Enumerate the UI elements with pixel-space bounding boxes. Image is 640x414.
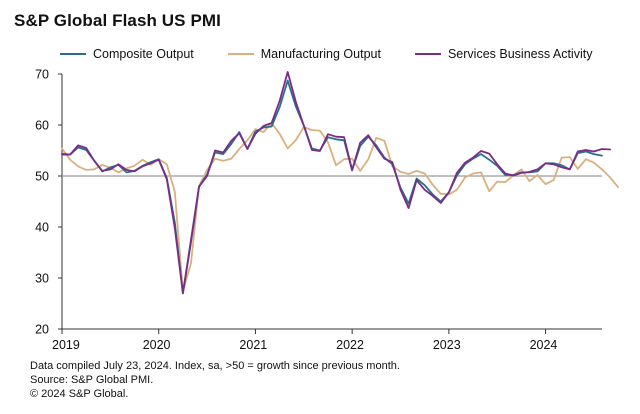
y-tick-label-40: 40 (35, 221, 49, 235)
y-tick-label-60: 60 (35, 119, 49, 133)
legend-item-composite: Composite Output (60, 47, 194, 61)
series-line-services-business-activity (61, 71, 611, 295)
legend-swatch-composite (60, 53, 86, 55)
series-line-composite-output (61, 79, 603, 295)
footnotes: Data compiled July 23, 2024. Index, sa, … (30, 359, 400, 401)
legend-label-composite: Composite Output (93, 47, 194, 61)
chart-title: S&P Global Flash US PMI (14, 11, 221, 30)
x-tick-label-2024: 2024 (530, 338, 558, 352)
x-tick-label-2019: 2019 (52, 338, 80, 352)
legend-label-services: Services Business Activity (447, 47, 593, 61)
y-tick-label-30: 30 (35, 272, 49, 286)
chart-legend: Composite Output Manufacturing Output Se… (60, 46, 626, 62)
y-tick-label-20: 20 (35, 323, 49, 337)
footnote-source: Source: S&P Global PMI. (30, 374, 154, 386)
legend-item-services: Services Business Activity (414, 47, 593, 61)
x-tick-label-2020: 2020 (143, 338, 171, 352)
legend-item-manufacturing: Manufacturing Output (227, 47, 381, 61)
series-line-manufacturing-output (61, 122, 619, 293)
footnote-data-compiled: Data compiled July 23, 2024. Index, sa, … (30, 360, 400, 372)
y-tick-label-70: 70 (35, 68, 49, 82)
legend-swatch-manufacturing (227, 53, 254, 55)
legend-label-manufacturing: Manufacturing Output (260, 47, 381, 61)
legend-swatch-services (414, 53, 441, 55)
footnote-copyright: © 2024 S&P Global. (30, 388, 129, 400)
y-tick-label-50: 50 (35, 170, 49, 184)
x-tick-label-2022: 2022 (336, 338, 364, 352)
x-tick-label-2021: 2021 (239, 338, 267, 352)
x-tick-label-2023: 2023 (433, 338, 461, 352)
